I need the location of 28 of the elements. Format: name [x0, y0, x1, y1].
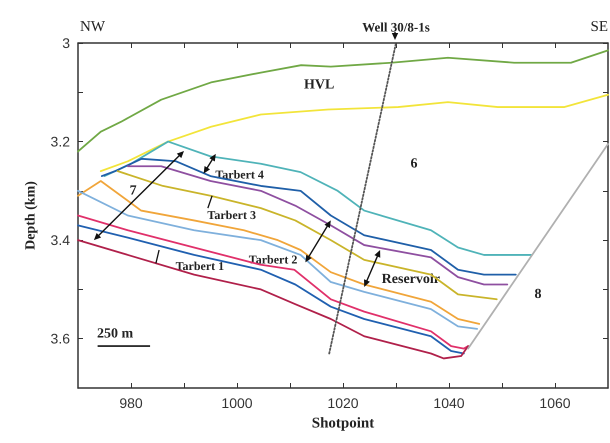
line-series	[77, 49, 609, 152]
annotation: Tarbert 4	[215, 168, 264, 182]
y-tick-label: 3.2	[50, 134, 70, 150]
line-series	[77, 239, 469, 360]
annotation: Tarbert 3	[207, 208, 256, 222]
annotation: 7	[130, 183, 137, 198]
annotation: 8	[534, 286, 542, 302]
y-tick-label: 3.6	[50, 330, 70, 347]
annotation: Well 30/8-1s	[362, 20, 430, 34]
annotation: 6	[410, 156, 418, 172]
text: SE	[590, 19, 608, 35]
annotation: Tarbert 2	[248, 252, 298, 266]
x-tick-label: 1020	[327, 395, 359, 411]
x-tick-label: 1040	[433, 395, 465, 411]
x-tick-label: 1060	[539, 395, 571, 411]
x-tick-label: 980	[119, 395, 143, 411]
x-axis-title: Shotpoint	[312, 416, 374, 432]
text: NW	[80, 19, 106, 35]
annotation: Tarbert 1	[176, 258, 224, 273]
annotation: HVL	[304, 77, 334, 92]
y-tick-label: 3	[62, 35, 70, 51]
annotation: 250 m	[97, 326, 134, 342]
y-tick-label: 3.4	[50, 232, 70, 248]
x-tick-label: 1000	[221, 395, 253, 411]
line-series	[116, 170, 498, 300]
annotation: Reservoir	[382, 272, 440, 288]
line-series	[104, 140, 532, 256]
y-axis-title: Depth (km)	[24, 180, 38, 250]
